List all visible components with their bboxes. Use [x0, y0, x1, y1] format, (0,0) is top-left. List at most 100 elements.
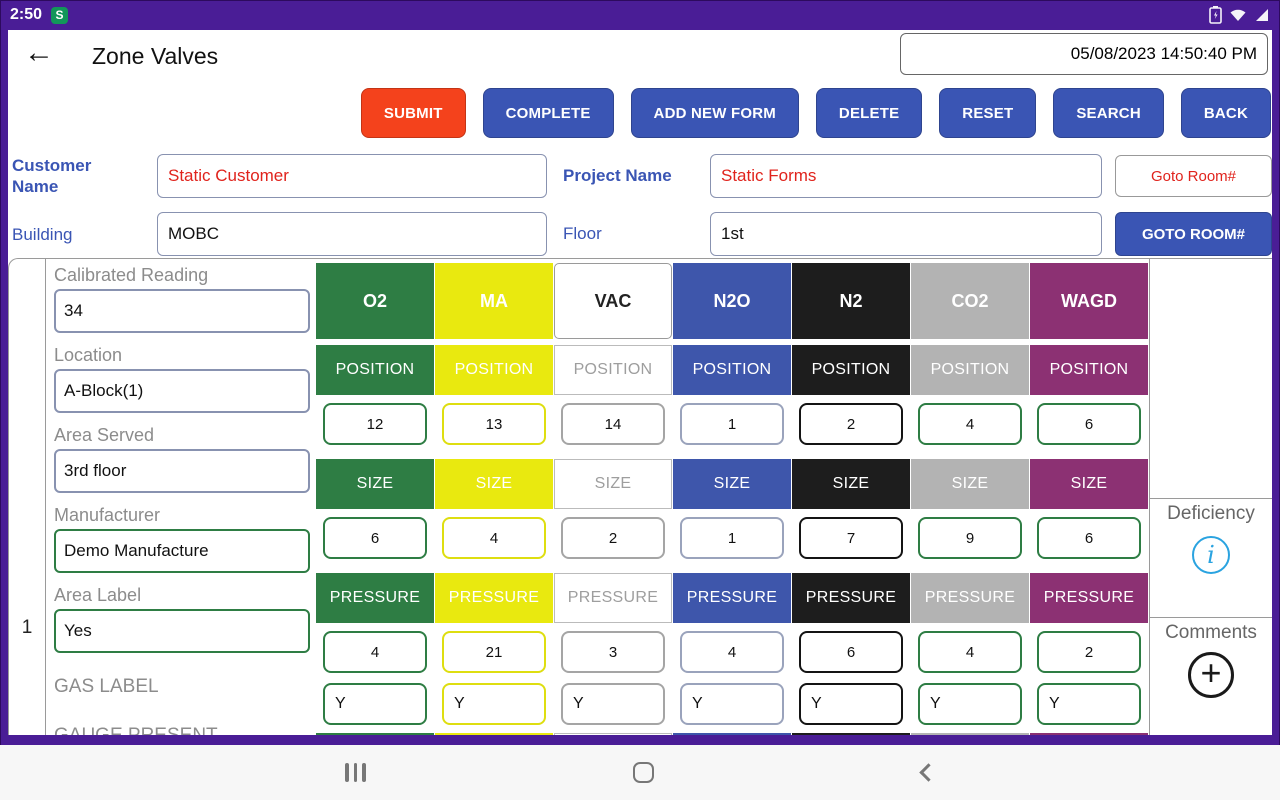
n2o-position-input[interactable]: [680, 403, 784, 445]
back-button[interactable]: BACK: [1180, 88, 1271, 138]
gas-column-co2: CO2 POSITION SIZE PRESSURE: [911, 259, 1029, 735]
o2-pressure-label: PRESSURE: [316, 573, 434, 623]
status-time: 2:50: [10, 6, 43, 23]
reset-button[interactable]: RESET: [939, 88, 1037, 138]
vac-size-input[interactable]: [561, 517, 665, 559]
search-button[interactable]: SEARCH: [1053, 88, 1164, 138]
project-name-input[interactable]: [710, 154, 1102, 198]
area-served-input[interactable]: [54, 449, 310, 493]
app-window: ← Zone Valves 05/08/2023 14:50:40 PM SUB…: [8, 30, 1272, 735]
record-table: 1 Calibrated Reading Location Area Served M…: [8, 258, 1272, 735]
n2o-gauge-present-row: [673, 733, 791, 735]
n2-gas-label-input[interactable]: [799, 683, 903, 725]
calibrated-reading-label: Calibrated Reading: [54, 265, 209, 285]
n2-pressure-label: PRESSURE: [792, 573, 910, 623]
vac-gas-label-input[interactable]: [561, 683, 665, 725]
ma-gas-label-input[interactable]: [442, 683, 546, 725]
calibrated-reading-input[interactable]: [54, 289, 310, 333]
location-input[interactable]: [54, 369, 310, 413]
wagd-position-input[interactable]: [1037, 403, 1141, 445]
add-comment-icon[interactable]: +: [1188, 652, 1234, 698]
home-icon[interactable]: [633, 762, 655, 783]
row-number: 1: [21, 617, 33, 638]
floor-label: Floor: [563, 224, 602, 243]
goto-room-button[interactable]: GOTO ROOM#: [1115, 212, 1272, 256]
manufacturer-group: Manufacturer: [54, 503, 310, 573]
vac-size-label: SIZE: [554, 459, 672, 509]
o2-pressure-input[interactable]: [323, 631, 427, 673]
customer-name-input[interactable]: [157, 154, 547, 198]
gas-column-vac: VAC POSITION SIZE PRESSURE: [554, 259, 672, 735]
app-header: ← Zone Valves 05/08/2023 14:50:40 PM: [8, 30, 1272, 82]
floor-input[interactable]: [710, 212, 1102, 256]
side-panel: Deficiency i Comments +: [1149, 259, 1272, 735]
gas-header-n2: N2: [792, 263, 910, 339]
gas-header-co2: CO2: [911, 263, 1029, 339]
location-label: Location: [54, 345, 123, 365]
o2-size-input[interactable]: [323, 517, 427, 559]
gas-columns: O2POSITIONSIZEPRESSUREMAPOSITIONSIZEPRES…: [316, 259, 1149, 735]
gas-column-n2: N2 POSITION SIZE PRESSURE: [792, 259, 910, 735]
goto-room-link-button[interactable]: Goto Room#: [1115, 155, 1272, 197]
ma-position-input[interactable]: [442, 403, 546, 445]
manufacturer-input[interactable]: [54, 529, 310, 573]
wagd-position-label: POSITION: [1030, 345, 1148, 395]
vac-pressure-input[interactable]: [561, 631, 665, 673]
co2-size-label: SIZE: [911, 459, 1029, 509]
co2-position-input[interactable]: [918, 403, 1022, 445]
deficiency-label: Deficiency: [1167, 503, 1255, 524]
co2-gas-label-input[interactable]: [918, 683, 1022, 725]
n2o-pressure-label: PRESSURE: [673, 573, 791, 623]
wagd-gas-label-input[interactable]: [1037, 683, 1141, 725]
n2-pressure-input[interactable]: [799, 631, 903, 673]
location-group: Location: [54, 343, 310, 413]
row-number-column: 1: [9, 259, 46, 735]
vac-position-label: POSITION: [554, 345, 672, 395]
o2-gas-label-input[interactable]: [323, 683, 427, 725]
complete-button[interactable]: COMPLETE: [482, 88, 614, 138]
field-groups: Calibrated Reading Location Area Served Man…: [54, 263, 310, 653]
wagd-pressure-input[interactable]: [1037, 631, 1141, 673]
n2o-pressure-input[interactable]: [680, 631, 784, 673]
ma-size-label: SIZE: [435, 459, 553, 509]
n2-position-input[interactable]: [799, 403, 903, 445]
toolbar: SUBMIT COMPLETE ADD NEW FORM DELETE RESET SEA…: [8, 88, 1272, 138]
gas-header-vac: VAC: [554, 263, 672, 339]
n2-gauge-present-row: [792, 733, 910, 735]
status-bar: 2:50 S: [0, 0, 1280, 30]
back-arrow-icon[interactable]: ←: [24, 36, 54, 69]
comments-label: Comments: [1165, 622, 1257, 643]
vac-position-input[interactable]: [561, 403, 665, 445]
info-icon-glyph: i: [1207, 541, 1215, 569]
n2o-gas-label-input[interactable]: [680, 683, 784, 725]
nav-back-icon[interactable]: [919, 763, 938, 782]
co2-pressure-input[interactable]: [918, 631, 1022, 673]
wagd-size-input[interactable]: [1037, 517, 1141, 559]
submit-button[interactable]: SUBMIT: [360, 88, 466, 138]
area-label-input[interactable]: [54, 609, 310, 653]
gas-column-n2o: N2O POSITION SIZE PRESSURE: [673, 259, 791, 735]
wagd-size-label: SIZE: [1030, 459, 1148, 509]
gas-header-ma: MA: [435, 263, 553, 339]
ma-pressure-input[interactable]: [442, 631, 546, 673]
o2-size-label: SIZE: [316, 459, 434, 509]
co2-size-input[interactable]: [918, 517, 1022, 559]
info-icon[interactable]: i: [1192, 536, 1230, 574]
recents-icon[interactable]: [345, 763, 366, 782]
n2o-size-input[interactable]: [680, 517, 784, 559]
n2-size-input[interactable]: [799, 517, 903, 559]
delete-button[interactable]: DELETE: [815, 88, 923, 138]
co2-pressure-label: PRESSURE: [911, 573, 1029, 623]
n2-size-label: SIZE: [792, 459, 910, 509]
battery-icon: [1209, 6, 1222, 24]
n2o-size-label: SIZE: [673, 459, 791, 509]
o2-position-input[interactable]: [323, 403, 427, 445]
manufacturer-label: Manufacturer: [54, 505, 161, 525]
gas-header-o2: O2: [316, 263, 434, 339]
ma-size-input[interactable]: [442, 517, 546, 559]
add-new-form-button[interactable]: ADD NEW FORM: [630, 88, 799, 138]
building-input[interactable]: [157, 212, 547, 256]
n2-position-label: POSITION: [792, 345, 910, 395]
datetime-display[interactable]: 05/08/2023 14:50:40 PM: [900, 33, 1268, 75]
